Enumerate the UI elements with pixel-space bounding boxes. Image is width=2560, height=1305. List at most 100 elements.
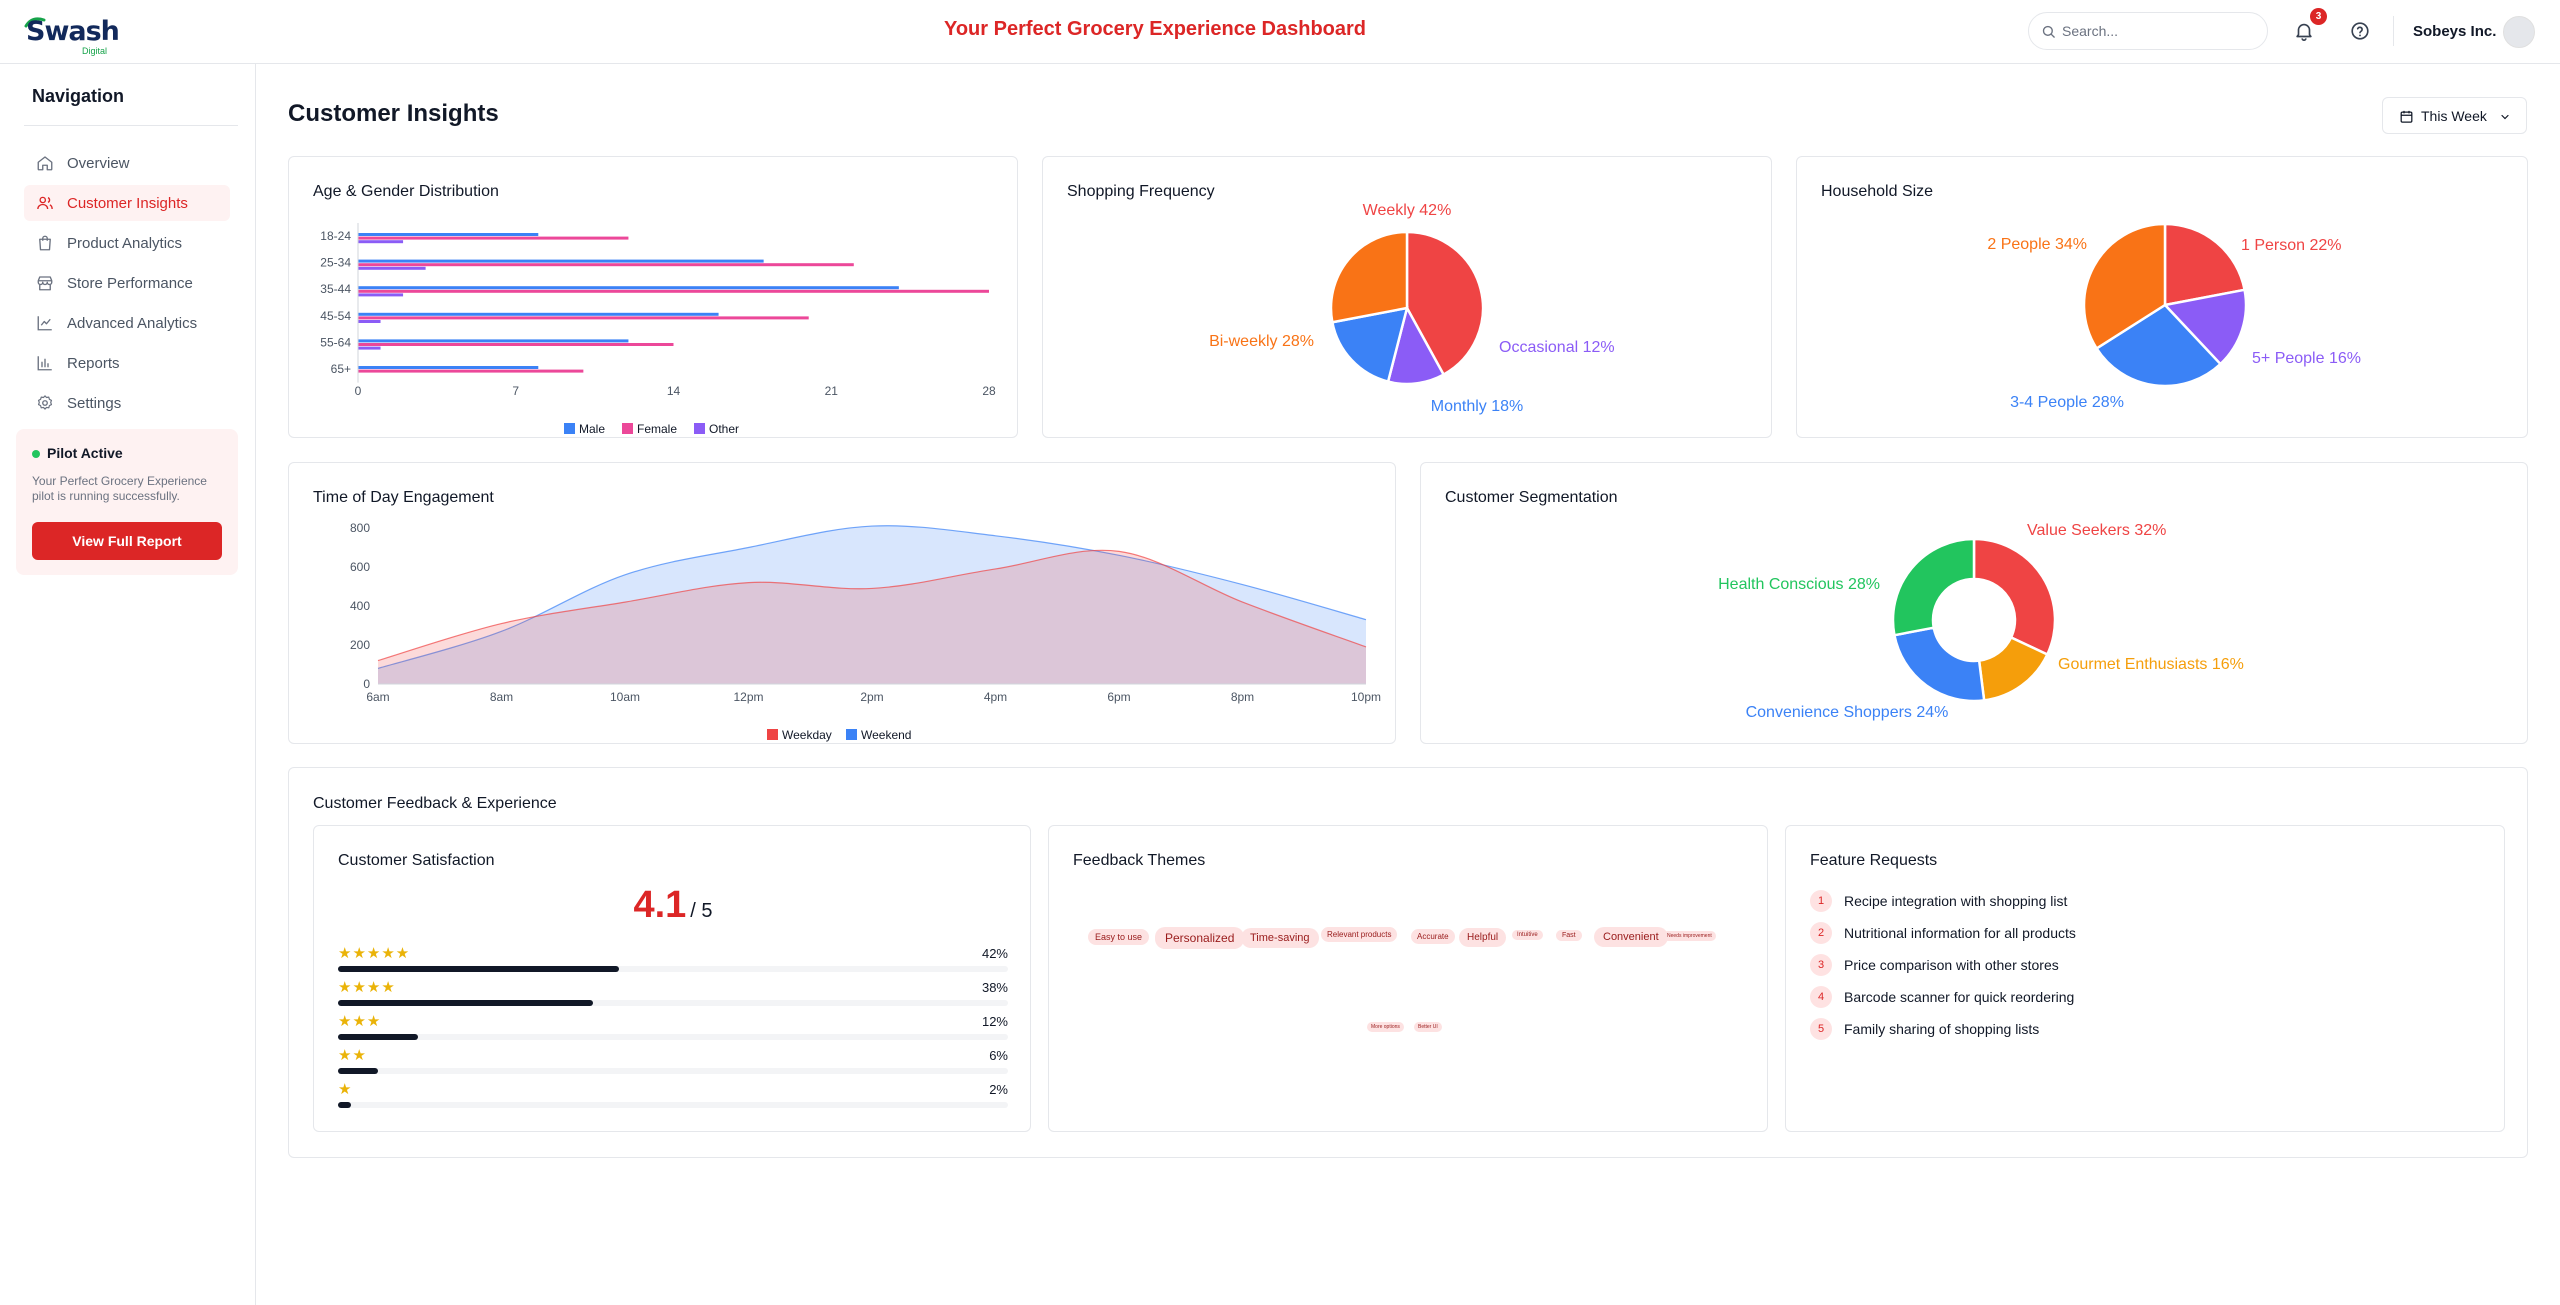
request-text: Nutritional information for all products (1844, 925, 2076, 941)
tick-label: 12pm (733, 690, 763, 704)
period-dropdown[interactable]: This Week (2382, 97, 2527, 134)
pie-slice (1329, 230, 1409, 324)
shopping-frequency-card: Shopping Frequency Weekly 42% Occasional … (1042, 156, 1772, 438)
bar (358, 343, 674, 346)
rating-score: 4.1 (633, 884, 687, 926)
rating-out-of: / 5 (690, 900, 713, 922)
star-rating: ★ (338, 1081, 353, 1098)
pie-slice (1405, 230, 1485, 377)
customer-satisfaction-card: Customer Satisfaction 4.1/ 5 ★★★★★ 42% ★★★… (313, 825, 1031, 1132)
tick-label: 14 (667, 384, 681, 398)
rating-bar-track (338, 1034, 1008, 1040)
help-icon[interactable] (2349, 20, 2371, 42)
tick-label: 10am (610, 690, 640, 704)
slice-label: Weekly 42% (1363, 202, 1452, 219)
rating-percent: 42% (981, 946, 1008, 961)
feedback-theme-tag: Fast (1556, 930, 1582, 941)
bar (358, 316, 809, 320)
slice-label: 2 People 34% (1987, 236, 2087, 253)
series-line (377, 525, 1367, 669)
feedback-theme-tag: More options (1367, 1022, 1404, 1032)
tick-label: 21 (825, 384, 839, 398)
bar (358, 233, 539, 236)
search-box[interactable] (2028, 12, 2268, 50)
legend-swatch (622, 423, 633, 434)
rating-bar-fill (338, 1068, 379, 1074)
legend-swatch (846, 729, 857, 740)
slice-label: Health Conscious 28% (1718, 576, 1880, 593)
home-icon (37, 156, 53, 171)
sidebar-item-overview[interactable]: Overview (24, 145, 230, 181)
tick-label: 25-34 (320, 256, 351, 270)
pie-slice (2082, 222, 2167, 351)
legend-label: Female (637, 422, 677, 436)
tick-label: 35-44 (320, 282, 351, 296)
request-number: 5 (1810, 1018, 1832, 1040)
sidebar-item-label: Overview (67, 155, 130, 172)
bar (358, 320, 381, 323)
tick-label: 65+ (331, 362, 351, 376)
bar (358, 339, 629, 343)
logo[interactable]: Swash Digital (22, 14, 120, 56)
header-divider (2393, 16, 2394, 46)
card-title: Feedback Themes (1073, 852, 1206, 869)
star-rating: ★★★★★ (338, 945, 411, 962)
tick-label: 6am (366, 690, 389, 704)
slice-label: Bi-weekly 28% (1209, 333, 1314, 350)
bar (358, 266, 426, 270)
rating-row: ★ 2% (338, 1080, 1008, 1110)
pie-slice (1892, 626, 1986, 703)
tick-label: 28 (982, 384, 996, 398)
card-title: Shopping Frequency (1067, 183, 1215, 200)
bell-icon[interactable] (2293, 20, 2315, 42)
area-fill (378, 525, 1366, 684)
star-rating: ★★★ (338, 1013, 382, 1030)
household-size-card: Household Size 1 Person 22% 5+ People 16%… (1796, 156, 2528, 438)
rating-percent: 2% (989, 1082, 1008, 1097)
bar (358, 312, 719, 316)
tick-label: 800 (350, 521, 370, 535)
bar (358, 259, 764, 263)
customer-feedback-section: Customer Feedback & Experience Customer … (288, 767, 2528, 1158)
slice-label: Convenience Shoppers 24% (1746, 704, 1949, 721)
sidebar-item-reports[interactable]: Reports (24, 345, 230, 381)
legend-label: Weekend (861, 728, 911, 742)
sidebar-item-settings[interactable]: Settings (24, 385, 230, 421)
rating-bar-fill (338, 1102, 352, 1108)
pie-slice (1972, 537, 2057, 657)
feedback-theme-tag: Helpful (1459, 928, 1507, 947)
sidebar-item-store-performance[interactable]: Store Performance (24, 265, 230, 301)
avatar[interactable] (2503, 16, 2535, 48)
sidebar-item-product-analytics[interactable]: Product Analytics (24, 225, 230, 261)
sidebar-item-customer-insights[interactable]: Customer Insights (24, 185, 230, 221)
time-of-day-card: Time of Day Engagement 0 200 400 600 800 6am 8… (288, 462, 1396, 744)
nav-divider (24, 125, 238, 126)
area-fill (378, 550, 1366, 684)
card-title: Age & Gender Distribution (313, 183, 499, 200)
tick-label: 2pm (860, 690, 883, 704)
tick-label: 0 (355, 384, 362, 398)
tick-label: 6pm (1107, 690, 1130, 704)
bar (358, 366, 539, 369)
rating-row: ★★★★★ 42% (338, 944, 1008, 974)
top-bar: Swash Digital Your Perfect Grocery Exper… (0, 0, 2560, 64)
shopping-frequency-chart: Weekly 42% Occasional 12% Monthly 18% Bi-we… (1209, 202, 1615, 415)
tick-label: 400 (350, 599, 370, 613)
feedback-theme-tag: Needs improvement (1663, 931, 1716, 941)
pie-slice (2163, 222, 2247, 307)
rating-row: ★★ 6% (338, 1046, 1008, 1076)
feedback-themes-card: Feedback Themes Easy to use Personalized T… (1048, 825, 1768, 1132)
slice-label: 1 Person 22% (2241, 237, 2342, 254)
search-input[interactable] (2062, 21, 2252, 41)
pie-slice (1330, 306, 1409, 384)
request-text: Barcode scanner for quick reordering (1844, 989, 2075, 1005)
view-full-report-button[interactable]: View Full Report (32, 522, 222, 560)
bar (358, 236, 629, 240)
feedback-theme-tag: Personalized (1155, 927, 1245, 949)
shopping-bag-icon (39, 235, 51, 251)
sidebar-item-label: Settings (67, 395, 122, 412)
pie-slice (1891, 537, 1976, 637)
sidebar-item-label: Reports (67, 355, 120, 372)
request-number: 1 (1810, 890, 1832, 912)
sidebar-item-advanced-analytics[interactable]: Advanced Analytics (24, 305, 230, 341)
